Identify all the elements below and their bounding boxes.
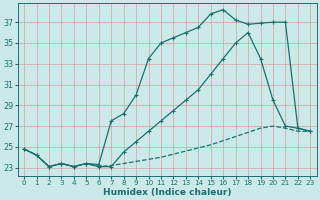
X-axis label: Humidex (Indice chaleur): Humidex (Indice chaleur) xyxy=(103,188,231,197)
